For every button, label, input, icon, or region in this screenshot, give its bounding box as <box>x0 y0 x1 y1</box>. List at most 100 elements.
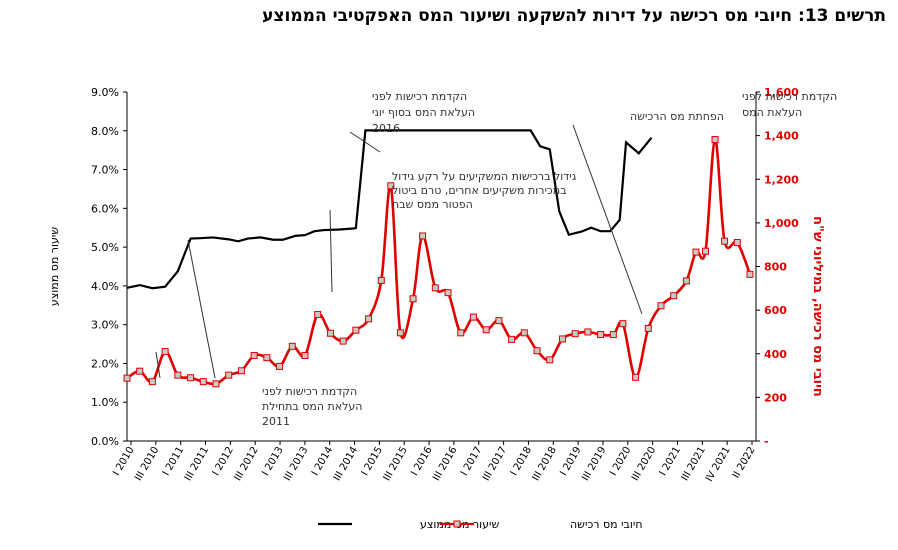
purchase-tax-point <box>571 330 579 338</box>
right-tick-label: 800 <box>764 261 787 274</box>
purchase-tax-point <box>657 302 665 310</box>
x-tick-label: II 2022 <box>731 445 758 480</box>
purchase-tax-point <box>533 347 541 355</box>
x-tick-label: III 2014 <box>332 445 360 483</box>
left-tick-label: 0.0% <box>91 435 119 448</box>
purchase-tax-point <box>682 277 690 285</box>
purchase-tax-point <box>123 374 131 382</box>
purchase-tax-point <box>314 310 322 318</box>
purchase-tax-point <box>495 317 503 325</box>
legend-label-tax: חיובי מס רכישה <box>570 518 643 531</box>
left-tick-label: 5.0% <box>91 241 119 254</box>
purchase-tax-point <box>670 292 678 300</box>
x-tick-label: III 2013 <box>282 445 310 483</box>
purchase-tax-point <box>396 329 404 337</box>
purchase-tax-point <box>632 373 640 381</box>
y-axis-label: שיעור מס ממוצע <box>48 227 61 307</box>
purchase-tax-point <box>148 378 156 386</box>
purchase-tax-point <box>237 367 245 375</box>
annotation-text: הפחתת מס הרכישה <box>630 110 724 123</box>
x-tick-label: I 2021 <box>658 445 683 478</box>
chart-title: תרשים 13: חיובי מס רכישה על דירות להשקעה… <box>262 6 886 26</box>
purchase-tax-point <box>520 329 528 337</box>
purchase-tax-point <box>301 351 309 359</box>
purchase-tax-point <box>174 371 182 379</box>
x-tick-label: I 2013 <box>260 445 285 478</box>
purchase-tax-point <box>619 320 627 328</box>
x-tick-label: I 2010 <box>111 445 136 478</box>
legend-marker-tax <box>453 520 461 528</box>
x-tick-label: I 2011 <box>161 445 186 478</box>
purchase-tax-point <box>711 136 719 144</box>
x-tick-label: III 2010 <box>133 445 161 483</box>
right-tick-label: 400 <box>764 348 787 361</box>
purchase-tax-point <box>457 329 465 337</box>
left-tick-label: 9.0% <box>91 86 119 99</box>
right-tick-label: 1,600 <box>764 86 799 99</box>
avg-rate-line <box>126 129 653 290</box>
purchase-tax-point <box>326 329 334 337</box>
right-tick-label: 200 <box>764 391 787 404</box>
purchase-tax-point <box>597 331 605 339</box>
purchase-tax-point <box>377 276 385 284</box>
left-tick-label: 2.0% <box>91 357 119 370</box>
annotation-arrow <box>187 239 216 379</box>
purchase-tax-point <box>352 326 360 334</box>
purchase-tax-point <box>276 362 284 370</box>
right-tick-label: 1,400 <box>764 130 799 143</box>
purchase-tax-point <box>212 380 220 388</box>
annotation-text: הקדמת רכישות לפני העלאת המס <box>742 90 837 119</box>
purchase-tax-point <box>409 295 417 303</box>
purchase-tax-point <box>746 270 754 278</box>
x-tick-label: IV 2021 <box>704 445 733 484</box>
purchase-tax-point <box>609 331 617 339</box>
purchase-tax-point <box>482 326 490 334</box>
purchase-tax-point <box>187 374 195 382</box>
purchase-tax-point <box>644 324 652 332</box>
purchase-tax-point <box>721 237 729 245</box>
purchase-tax-point <box>431 284 439 292</box>
purchase-tax-point <box>288 342 296 350</box>
purchase-tax-point <box>444 289 452 297</box>
x-tick-label: I 2017 <box>459 445 484 478</box>
annotation-text: הקדמת רכישות לפני העלאת המס בתחילת 2011 <box>262 385 362 428</box>
purchase-tax-point <box>419 232 427 240</box>
x-tick-label: III 2019 <box>580 445 608 483</box>
annotation-text: הקדמת רכישות לפני העלאת המס בסוף יוני 2016 <box>372 90 475 135</box>
purchase-tax-point <box>136 367 144 375</box>
annotation-arrow <box>155 351 161 379</box>
x-tick-label: I 2019 <box>558 445 583 478</box>
annotation-arrow <box>349 131 381 153</box>
right-tick-label: 1,200 <box>764 173 799 186</box>
series-lines <box>123 129 754 388</box>
left-tick-label: 4.0% <box>91 280 119 293</box>
purchase-tax-point <box>365 315 373 323</box>
left-tick-label: 8.0% <box>91 125 119 138</box>
legend: שיעור מס ממוצע חיובי מס רכישה <box>318 518 643 531</box>
annotation-text: גידול ברכישות המשקיעים על רקע גידול במכיר… <box>392 170 577 211</box>
purchase-tax-point <box>250 351 258 359</box>
annotation-arrow <box>329 209 333 293</box>
right-tick-label: - <box>764 435 769 448</box>
right-tick-label: 1,000 <box>764 217 799 230</box>
x-tick-label: III 2017 <box>481 445 509 483</box>
left-tick-label: 3.0% <box>91 319 119 332</box>
x-tick-label: III 2011 <box>183 445 211 483</box>
purchase-tax-point <box>263 354 271 362</box>
purchase-tax-point <box>161 348 169 356</box>
left-tick-label: 1.0% <box>91 396 119 409</box>
x-tick-label: III 2018 <box>531 445 559 483</box>
x-tick-label: III 2016 <box>431 445 459 483</box>
x-tick-label: III 2015 <box>382 445 410 483</box>
x-tick-label: I 2016 <box>409 445 434 478</box>
x-tick-label: III 2012 <box>233 445 261 483</box>
x-tick-label: I 2014 <box>310 445 335 478</box>
x-tick-label: I 2015 <box>360 445 385 478</box>
purchase-tax-point <box>225 371 233 379</box>
purchase-tax-point <box>692 248 700 256</box>
x-tick-label: I 2012 <box>211 445 236 478</box>
left-tick-label: 7.0% <box>91 164 119 177</box>
purchase-tax-point <box>733 239 741 247</box>
purchase-tax-point <box>199 378 207 386</box>
purchase-tax-point <box>339 337 347 345</box>
